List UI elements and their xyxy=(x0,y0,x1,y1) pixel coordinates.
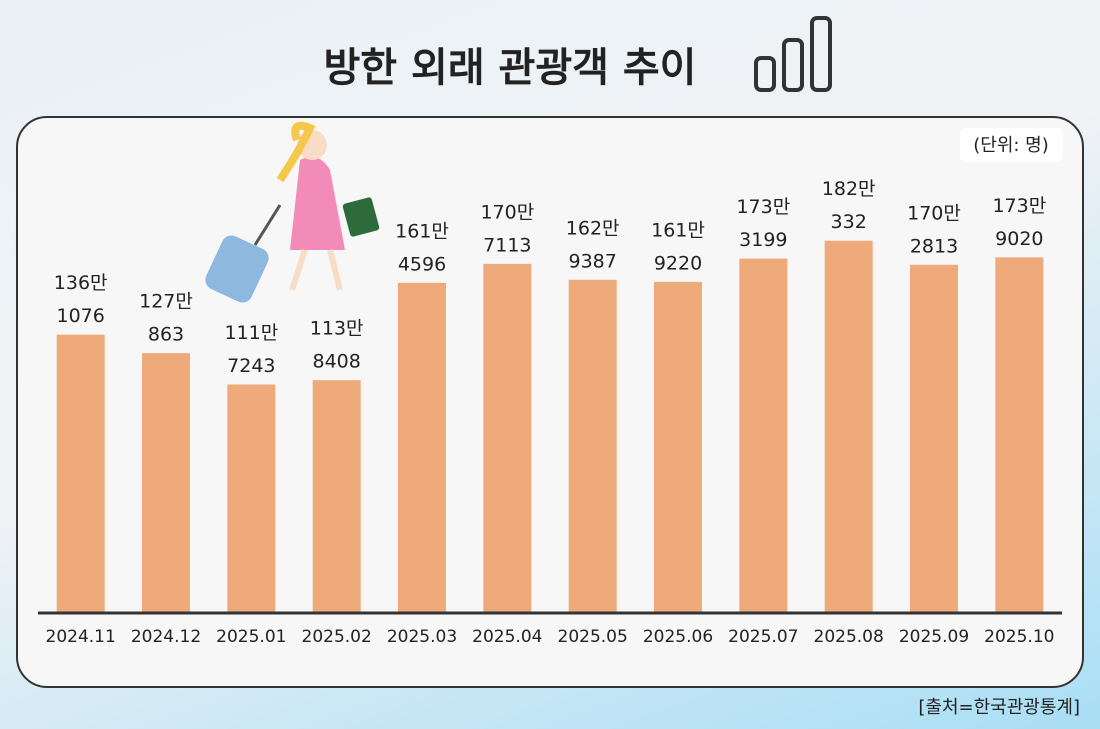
bar xyxy=(227,384,276,613)
unit-box xyxy=(960,128,1063,162)
panel xyxy=(16,116,1084,688)
value-label: 136만 xyxy=(54,272,108,294)
value-label: 332 xyxy=(831,211,867,233)
value-label: 7243 xyxy=(227,355,275,377)
bar xyxy=(483,263,532,613)
value-label: 173만 xyxy=(992,195,1046,217)
source-note: [출처=한국관광통계] xyxy=(918,697,1080,718)
x-tick-label: 2024.11 xyxy=(46,627,116,647)
x-tick-label: 2025.06 xyxy=(643,627,713,647)
bar xyxy=(142,353,190,613)
x-tick-label: 2025.08 xyxy=(814,627,884,647)
unit-note: (단위: 명) xyxy=(973,135,1049,156)
value-label: 9387 xyxy=(568,250,616,272)
bar xyxy=(739,258,788,613)
illustration xyxy=(205,121,380,303)
x-tick-label: 2025.09 xyxy=(899,627,969,647)
x-tick-label: 2025.07 xyxy=(728,627,798,647)
value-label: 127만 xyxy=(139,291,193,313)
value-label: 161만 xyxy=(651,219,705,241)
value-label: 111만 xyxy=(224,322,278,344)
x-tick-label: 2025.10 xyxy=(984,627,1054,647)
value-label: 1076 xyxy=(56,305,104,327)
value-label: 170만 xyxy=(907,202,961,224)
bar xyxy=(312,380,361,613)
value-label: 4596 xyxy=(398,253,446,275)
value-label: 3199 xyxy=(739,229,787,251)
bar xyxy=(824,240,873,613)
chart-title: 방한 외래 관광객 추이 xyxy=(324,45,697,91)
bar xyxy=(654,281,702,613)
title-icon xyxy=(754,16,832,92)
bar xyxy=(995,257,1044,613)
value-label: 7113 xyxy=(483,234,531,256)
value-label: 113만 xyxy=(310,318,364,340)
value-label: 162만 xyxy=(566,217,620,239)
value-label: 182만 xyxy=(822,178,876,200)
x-tick-label: 2025.01 xyxy=(216,627,286,647)
value-label: 2813 xyxy=(910,235,958,257)
value-label: 9020 xyxy=(995,228,1043,250)
x-tick-label: 2025.03 xyxy=(387,627,457,647)
bar xyxy=(910,264,958,613)
x-tick-label: 2025.04 xyxy=(472,627,542,647)
value-label: 161만 xyxy=(395,220,449,242)
bar xyxy=(568,279,617,613)
value-label: 9220 xyxy=(654,252,702,274)
x-tick-label: 2025.02 xyxy=(302,627,372,647)
x-tick-label: 2024.12 xyxy=(131,627,201,647)
value-label: 170만 xyxy=(480,201,534,223)
value-label: 8408 xyxy=(312,351,360,373)
bar xyxy=(56,334,105,613)
bar xyxy=(398,282,446,613)
value-label: 863 xyxy=(148,324,184,346)
value-label: 173만 xyxy=(736,196,790,218)
x-tick-label: 2025.05 xyxy=(558,627,628,647)
